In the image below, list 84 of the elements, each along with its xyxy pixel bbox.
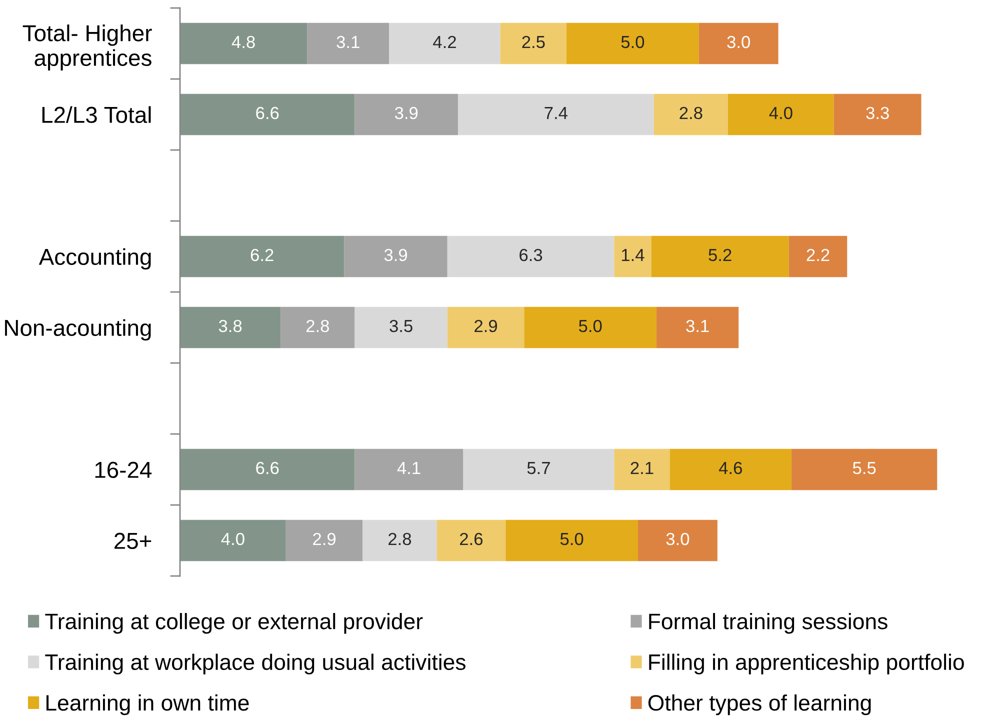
bar — [180, 448, 355, 490]
bar — [180, 306, 281, 348]
bar — [389, 22, 500, 64]
legend-label: Training at workplace doing usual activities — [45, 654, 466, 674]
legend-label: Training at college or external provider — [45, 613, 423, 634]
bar — [280, 306, 355, 348]
data-label: 6.3 — [520, 248, 542, 262]
bar — [354, 448, 464, 490]
bar — [354, 306, 448, 348]
y-tick-label: Non-acounting — [5, 319, 151, 341]
data-label: 3.3 — [866, 106, 889, 120]
bar — [180, 520, 286, 562]
bar — [792, 448, 938, 490]
bar — [728, 94, 834, 136]
bar — [638, 520, 718, 562]
bar — [458, 94, 654, 136]
bar — [180, 22, 308, 64]
data-label: 5.0 — [578, 320, 602, 332]
y-tick-label: Total- Higher apprentices — [22, 24, 152, 71]
bar — [654, 94, 728, 136]
y-tick-label: 16-24 — [95, 462, 152, 478]
data-label: 4.0 — [769, 106, 792, 120]
data-label: 5.7 — [527, 462, 550, 474]
bar — [463, 448, 614, 490]
data-label: 4.8 — [232, 36, 255, 48]
data-label: 6.2 — [250, 248, 274, 262]
y-tick-label: 25+ — [114, 532, 152, 550]
data-label: 2.2 — [806, 248, 830, 261]
bar — [698, 22, 778, 64]
data-label: 5.0 — [621, 36, 644, 48]
bar — [447, 306, 524, 348]
bar — [307, 22, 390, 64]
bar — [614, 448, 670, 490]
data-label: 2.1 — [630, 462, 654, 474]
data-label: 3.5 — [390, 320, 412, 332]
data-label: 3.1 — [686, 320, 709, 332]
bar — [524, 306, 657, 348]
y-tick-label: L2/L3 Total — [42, 106, 151, 124]
bar — [362, 520, 437, 562]
data-label: 4.2 — [433, 36, 456, 48]
legend-label: Learning in own time — [46, 694, 249, 716]
bar — [656, 306, 739, 348]
data-label: 4.6 — [718, 462, 742, 474]
data-label: 4.1 — [397, 462, 420, 474]
bar — [180, 236, 344, 278]
data-label: 5.0 — [560, 532, 584, 546]
data-label: 3.1 — [336, 36, 360, 48]
data-label: 2.8 — [680, 106, 702, 120]
data-label: 5.2 — [708, 248, 732, 262]
data-label: 6.6 — [256, 106, 279, 120]
data-label: 2.9 — [474, 320, 498, 332]
y-tick-label: Accounting — [38, 248, 151, 270]
bar — [834, 94, 922, 136]
bar — [344, 236, 448, 278]
data-label: 3.9 — [394, 106, 418, 120]
data-label: 7.4 — [544, 107, 568, 119]
data-label: 2.6 — [460, 532, 483, 546]
bar — [447, 236, 614, 278]
data-label: 5.5 — [852, 462, 876, 474]
data-label: 2.8 — [388, 532, 412, 546]
legend-label: Filling in apprenticeship portfolio — [649, 654, 964, 674]
data-label: 3.9 — [384, 248, 408, 262]
data-label: 4.0 — [221, 532, 244, 546]
data-label: 3.0 — [727, 36, 750, 48]
data-label: 1.4 — [622, 249, 644, 261]
bar — [651, 236, 789, 278]
data-label: 2.5 — [522, 36, 545, 48]
bar — [788, 236, 848, 278]
data-label: 2.8 — [306, 320, 329, 332]
data-label: 3.8 — [218, 320, 242, 332]
legend-label: Formal training sessions — [649, 613, 888, 634]
bar — [180, 94, 355, 136]
data-label: 2.9 — [313, 532, 336, 546]
bar — [286, 520, 363, 562]
data-label: 6.6 — [256, 462, 279, 474]
bar — [500, 22, 567, 64]
legend-label: Other types of learning — [648, 694, 871, 716]
bar — [436, 520, 506, 562]
bar — [614, 236, 652, 278]
bar — [670, 448, 792, 490]
bar — [566, 22, 699, 64]
bar — [506, 520, 638, 562]
data-label: 3.0 — [666, 532, 690, 546]
bar — [354, 94, 458, 136]
